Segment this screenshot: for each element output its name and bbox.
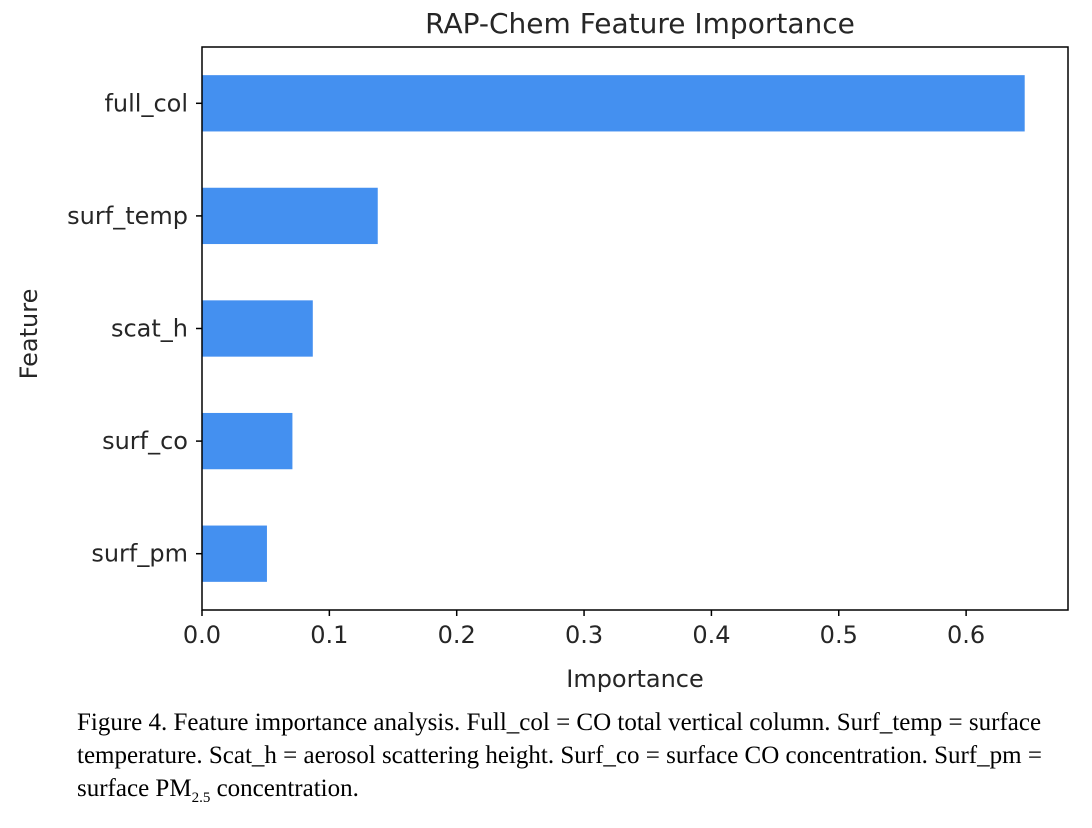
caption-text-end: concentration. <box>210 775 359 802</box>
x-tick-label: 0.5 <box>820 621 858 649</box>
bar-full-col <box>202 75 1025 132</box>
bar-scat-h <box>202 300 313 357</box>
caption-subscript: 2.5 <box>191 790 211 806</box>
y-tick-label: full_col <box>104 89 188 117</box>
y-tick-group: full_col surf_temp scat_h surf_co surf_pm <box>67 89 202 568</box>
bar-surf-pm <box>202 525 267 582</box>
x-tick-label: 0.6 <box>947 621 985 649</box>
caption-text: Figure 4. Feature importance analysis. F… <box>77 709 1042 802</box>
y-tick-label: surf_pm <box>91 540 188 568</box>
figure-caption: Figure 4. Feature importance analysis. F… <box>77 706 1077 815</box>
y-tick-label: surf_co <box>102 427 188 455</box>
x-tick-label: 0.3 <box>565 621 603 649</box>
x-tick-label: 0.4 <box>692 621 730 649</box>
bar-surf-co <box>202 412 293 470</box>
bar-surf-temp <box>202 187 378 245</box>
x-axis-label: Importance <box>566 665 704 693</box>
chart-title: RAP-Chem Feature Importance <box>425 7 855 40</box>
y-axis-label: Feature <box>15 289 43 380</box>
y-tick-label: surf_temp <box>67 202 188 230</box>
x-tick-group: 0.0 0.1 0.2 0.3 0.4 0.5 0.6 <box>183 610 985 649</box>
x-tick-label: 0.2 <box>438 621 476 649</box>
bars-group <box>202 75 1025 582</box>
x-tick-label: 0.0 <box>183 621 221 649</box>
x-tick-label: 0.1 <box>310 621 348 649</box>
y-tick-label: scat_h <box>111 315 188 343</box>
plot-frame <box>201 46 1069 611</box>
feature-importance-chart: RAP-Chem Feature Importance full_colsurf… <box>15 7 1069 693</box>
